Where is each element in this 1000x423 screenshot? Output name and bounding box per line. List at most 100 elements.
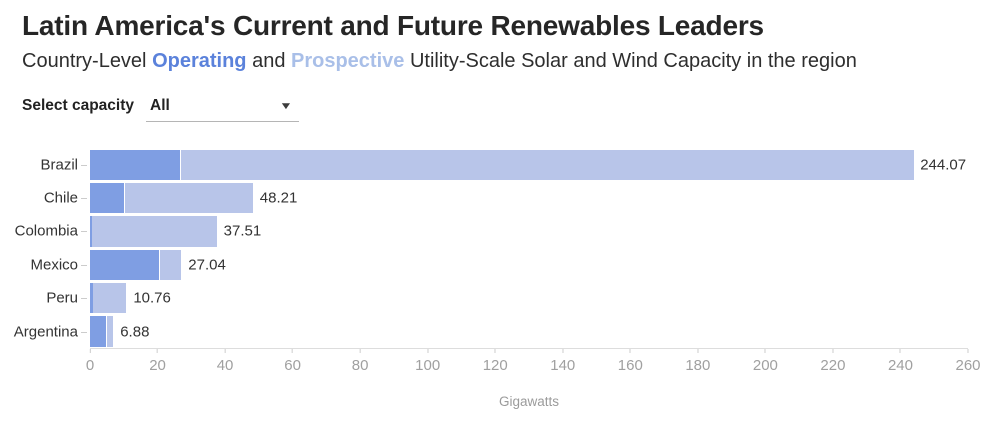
y-tick-mark: [81, 198, 87, 200]
capacity-dropdown[interactable]: All ▼: [146, 95, 300, 122]
operating-bar-segment[interactable]: [90, 216, 92, 247]
y-tick-mark: [81, 264, 87, 266]
category-label: Peru: [46, 289, 78, 307]
legend-prospective: Prospective: [291, 50, 405, 72]
x-tick: 100: [415, 349, 440, 374]
x-tick-mark: [832, 349, 834, 354]
x-tick-label: 260: [955, 357, 981, 375]
subtitle-text: and: [246, 50, 291, 72]
bar-row: Brazil 244.07: [40, 148, 968, 181]
prospective-bar-segment[interactable]: [105, 316, 114, 347]
y-tick-mark: [81, 298, 87, 300]
x-tick-mark: [494, 349, 496, 354]
x-tick-mark: [899, 349, 901, 354]
category-label: Colombia: [14, 222, 78, 240]
x-tick-label: 140: [550, 357, 576, 375]
operating-bar-segment[interactable]: [90, 182, 124, 214]
x-tick-mark: [562, 349, 564, 354]
x-tick-label: 60: [284, 357, 301, 375]
x-tick-label: 100: [415, 357, 441, 375]
bar-row: Peru 10.76: [46, 282, 968, 315]
x-tick: 260: [955, 349, 981, 375]
x-tick-label: 200: [752, 357, 778, 375]
x-tick: 200: [753, 349, 778, 374]
x-tick-label: 0: [85, 357, 95, 375]
bar-track: 244.07: [90, 149, 968, 180]
bar-track: 48.21: [90, 182, 968, 214]
bar-track: 27.04: [90, 249, 968, 281]
x-axis-title: Gigawatts: [498, 394, 560, 410]
x-tick-label: 120: [482, 357, 508, 375]
bar-value-label: 6.88: [120, 323, 150, 341]
x-tick-mark: [157, 349, 159, 354]
x-tick-label: 40: [216, 357, 234, 375]
operating-bar-segment[interactable]: [90, 149, 180, 180]
y-tick-mark: [81, 331, 87, 333]
x-tick-mark: [427, 349, 429, 354]
bar-value-label: 27.04: [188, 256, 226, 274]
y-tick-mark: [81, 164, 87, 166]
prospective-bar-segment[interactable]: [123, 182, 253, 214]
x-tick-label: 180: [685, 357, 711, 375]
bar-row: Colombia 37.51: [15, 215, 968, 248]
y-tick-mark: [81, 231, 87, 233]
x-tick: 0: [86, 349, 94, 374]
operating-bar-segment[interactable]: [90, 316, 106, 347]
category-label: Brazil: [40, 156, 78, 174]
x-tick-label: 160: [617, 357, 643, 375]
x-tick-mark: [359, 349, 361, 354]
capacity-dropdown-value: All: [150, 97, 170, 114]
x-tick-label: 80: [351, 357, 369, 375]
prospective-bar-segment[interactable]: [158, 249, 182, 281]
x-tick-mark: [967, 349, 969, 354]
bar-track: 37.51: [90, 216, 968, 247]
bar-row: Mexico 27.04: [30, 248, 968, 281]
x-tick: 180: [685, 349, 710, 374]
category-label: Argentina: [13, 323, 78, 341]
x-tick: 160: [618, 349, 643, 374]
bar-value-label: 48.21: [259, 189, 298, 207]
subtitle-text: Utility-Scale Solar and Wind Capacity in…: [404, 50, 857, 72]
x-tick: 220: [820, 349, 845, 374]
bar-rows: Brazil 244.07 Chile 48.21 Colombia 37.51 Mexic…: [14, 148, 968, 348]
plot-area: Brazil 244.07 Chile 48.21 Colombia 37.51 Mexic…: [14, 148, 981, 410]
x-tick: 240: [888, 349, 913, 374]
prospective-bar-segment[interactable]: [91, 216, 217, 247]
x-tick-mark: [629, 349, 631, 354]
chart-title: Latin America's Current and Future Renew…: [22, 10, 764, 41]
x-tick-mark: [764, 349, 766, 354]
caret-down-icon: ▼: [279, 100, 293, 112]
page: Latin America's Current and Future Renew…: [0, 0, 1000, 122]
x-tick: 60: [284, 349, 301, 374]
bar-row: Argentina 6.88: [14, 315, 968, 348]
x-tick: 80: [351, 349, 369, 375]
bar-value-label: 37.51: [223, 222, 262, 240]
bar-track: 10.76: [90, 283, 968, 314]
bar-value-label: 244.07: [920, 156, 967, 174]
subtitle-text: Country-Level: [22, 50, 153, 72]
x-tick: 140: [550, 349, 575, 374]
x-tick: 120: [483, 349, 508, 374]
operating-bar-segment[interactable]: [90, 249, 159, 281]
x-tick-label: 20: [149, 357, 166, 375]
category-label: Mexico: [30, 256, 78, 274]
capacity-filter-label: Select capacity: [22, 97, 135, 114]
legend-operating: Operating: [152, 50, 247, 72]
x-tick: 20: [149, 349, 166, 374]
bar-chart: Brazil 244.07 Chile 48.21 Colombia 37.51 Mexic…: [0, 148, 1000, 409]
prospective-bar-segment[interactable]: [179, 149, 915, 180]
category-label: Chile: [43, 189, 78, 207]
x-tick-label: 220: [820, 357, 846, 375]
bar-value-label: 10.76: [133, 289, 171, 307]
chart-subtitle: Country-Level Operating and Prospective …: [22, 50, 1000, 73]
x-tick-mark: [292, 349, 294, 354]
x-tick-mark: [697, 349, 699, 354]
bar-track: 6.88: [90, 316, 968, 347]
operating-bar-segment[interactable]: [90, 283, 94, 314]
x-tick-mark: [224, 349, 226, 354]
prospective-bar-segment[interactable]: [93, 283, 127, 314]
x-tick-label: 240: [887, 357, 913, 375]
x-tick: 40: [216, 349, 234, 375]
x-axis: 0 20 40 60 80 100 120 140 160 180 200 220 240 260: [86, 348, 981, 380]
bar-row: Chile 48.21: [44, 181, 968, 214]
